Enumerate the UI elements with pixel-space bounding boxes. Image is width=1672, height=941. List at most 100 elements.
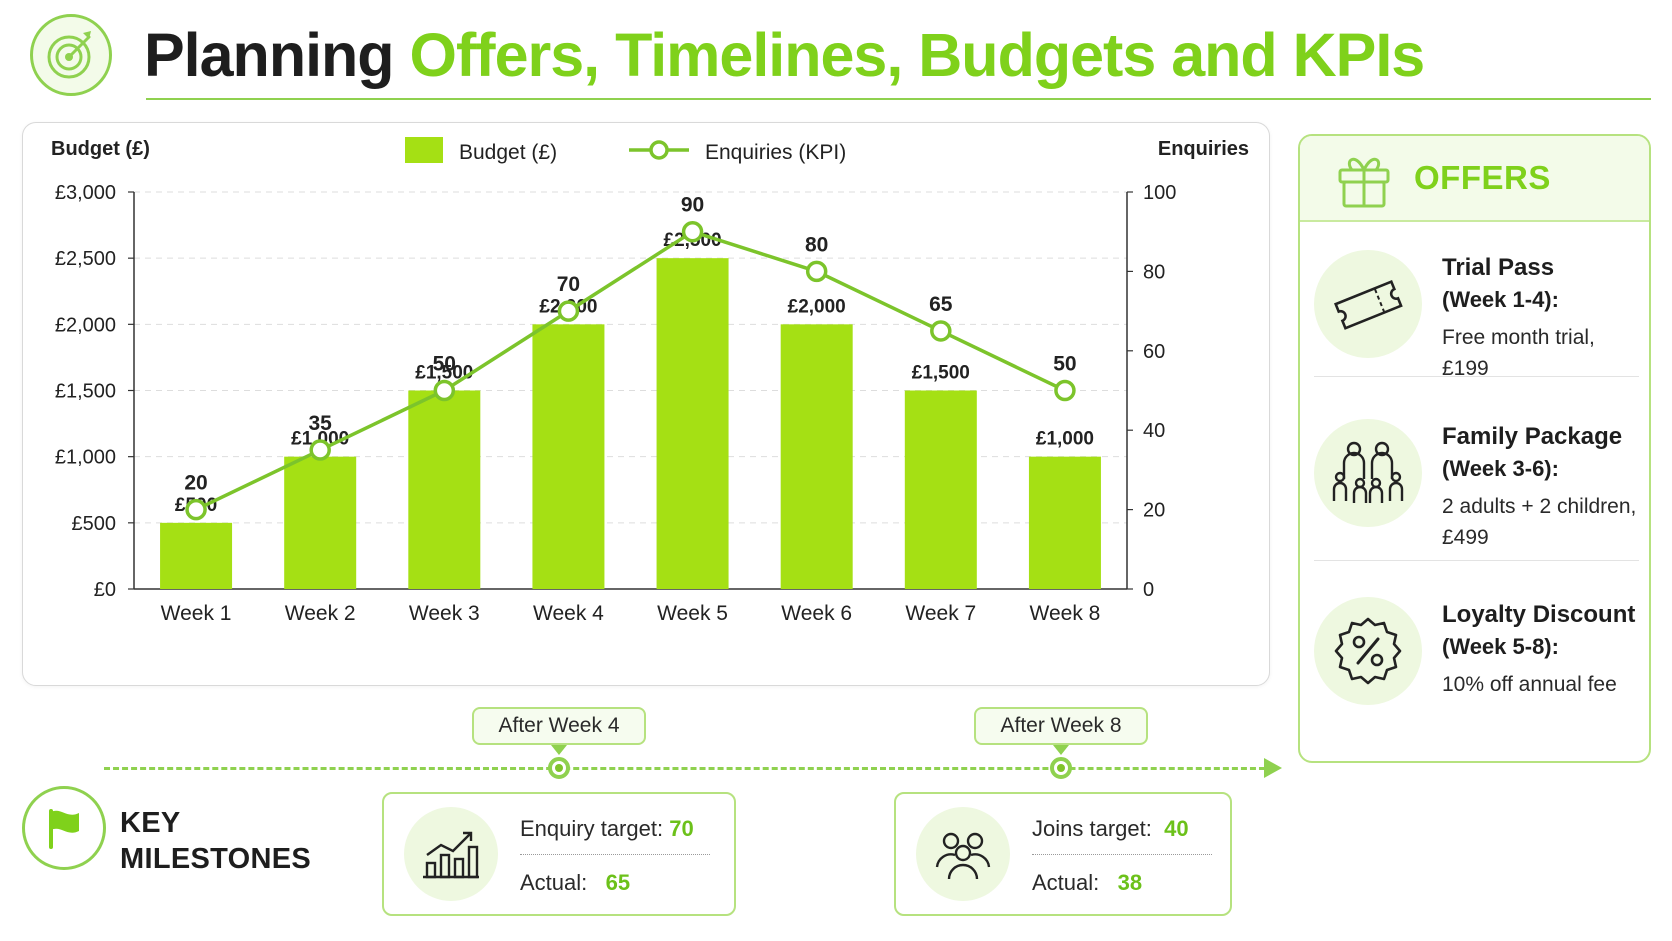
offer-desc: 2 adults + 2 children, £499 (1442, 495, 1637, 549)
y2-tick-label: 60 (1143, 341, 1165, 363)
bar-value-label: £2,000 (788, 296, 846, 317)
bar-week-8 (1028, 456, 1101, 589)
milestone-tag-week4: After Week 4 (472, 707, 646, 745)
actual-label: Actual: (1032, 870, 1100, 895)
y-tick-label: £2,500 (55, 248, 116, 270)
y-tick-label: £500 (72, 513, 117, 535)
x-tick-label: Week 7 (905, 602, 976, 625)
y2-tick-label: 100 (1143, 182, 1176, 204)
enquiries-value-label: 80 (805, 233, 828, 256)
y2-tick-label: 20 (1143, 500, 1165, 522)
enquiries-value-label: 50 (433, 353, 456, 376)
target-label: Joins target: (1032, 816, 1152, 841)
offer-family-package: Family Package (Week 3-6): 2 adults + 2 … (1300, 409, 1649, 579)
ticket-icon (1314, 250, 1422, 358)
enquiries-point (433, 379, 456, 402)
enquiries-value-label: 70 (557, 273, 580, 296)
offers-panel: OFFERS Trial Pass (Week 1-4): Free month… (1298, 134, 1651, 763)
bar-week-2 (284, 456, 357, 589)
offer-title: Trial Pass (1442, 254, 1555, 281)
y2-tick-label: 40 (1143, 420, 1165, 442)
actual-label: Actual: (520, 870, 588, 895)
bar-value-label: £1,500 (415, 363, 473, 384)
joins-target-row: Joins target: 40 (1032, 816, 1189, 842)
bar-week-4 (532, 324, 605, 589)
offer-title: Family Package (1442, 423, 1623, 450)
key-milestones-label: KEY MILESTONES (120, 805, 311, 877)
actual-value: 38 (1117, 870, 1143, 895)
key-milestones-line1: KEY (120, 807, 181, 839)
y-tick-label: £2,000 (55, 314, 116, 336)
group-icon (916, 807, 1010, 901)
page-title: Planning Offers, Timelines, Budgets and … (144, 20, 1426, 90)
milestone-card-joins: Joins target: 40 Actual: 38 (894, 792, 1232, 916)
title-divider (146, 98, 1651, 100)
y2-tick-label: 0 (1143, 579, 1154, 601)
enquiries-value-label: 50 (1053, 353, 1076, 376)
enquiries-value-label: 65 (929, 293, 953, 316)
milestone-timeline (104, 767, 1274, 770)
y-tick-label: £0 (94, 579, 116, 601)
enquiries-value-label: 90 (681, 194, 704, 217)
offer-loyalty-discount: Loyalty Discount (Week 5-8): 10% off ann… (1300, 587, 1649, 757)
chart-card: £0 £500 £1,000 £1,500 £2,000 £2,500 £3,000 0 20 4… (22, 122, 1270, 686)
family-icon (1314, 419, 1422, 527)
target-label: Enquiry target: (520, 816, 664, 841)
key-milestones-line2: MILESTONES (120, 843, 311, 875)
bar-week-3 (408, 390, 481, 589)
x-tick-label: Week 1 (161, 602, 232, 625)
offer-period: (Week 5-8): (1442, 634, 1559, 659)
x-tick-label: Week 5 (657, 602, 728, 625)
bar-week-7 (904, 390, 977, 589)
bar-week-1 (160, 522, 233, 589)
gift-icon (1338, 157, 1390, 208)
y2-axis-title: Enquiries (1158, 138, 1249, 160)
x-tick-label: Week 8 (1030, 602, 1101, 625)
y-tick-label: £3,000 (55, 182, 116, 204)
discount-icon (1314, 597, 1422, 705)
y2-tick-label: 80 (1143, 261, 1165, 283)
milestone-node (1050, 757, 1072, 779)
legend-line-marker (649, 140, 669, 160)
row-divider (1032, 854, 1212, 855)
y-tick-label: £1,500 (55, 381, 116, 403)
enquiry-target-row: Enquiry target: 70 (520, 816, 694, 842)
offer-period: (Week 3-6): (1442, 456, 1559, 481)
combo-chart: £0 £500 £1,000 £1,500 £2,000 £2,500 £3,000 0 20 4… (51, 137, 1249, 625)
enquiries-point (309, 439, 331, 461)
legend-bar-label: Budget (£) (459, 141, 557, 164)
x-tick-label: Week 2 (285, 602, 356, 625)
offer-divider (1314, 560, 1639, 561)
offer-period: (Week 1-4): (1442, 287, 1559, 312)
offers-header: OFFERS (1300, 136, 1649, 222)
actual-value: 65 (605, 870, 631, 895)
x-tick-label: Week 4 (533, 602, 604, 625)
title-green-part: Offers, Timelines, Budgets and KPIs (409, 21, 1426, 89)
bar-value-label: £1,500 (912, 363, 970, 384)
x-tick-label: Week 6 (781, 602, 852, 625)
y-tick-label: £1,000 (55, 447, 116, 469)
tag-pointer-icon (551, 745, 567, 755)
enquiries-point (185, 498, 207, 521)
offer-desc: Free month trial, £199 (1442, 326, 1595, 380)
enquiries-point (1054, 379, 1076, 402)
y-axis-title: Budget (£) (51, 138, 150, 160)
enquiries-point (930, 320, 952, 342)
x-tick-label: Week 3 (409, 602, 480, 625)
row-divider (520, 854, 710, 855)
legend-line-label: Enquiries (KPI) (705, 141, 846, 164)
tag-pointer-icon (1053, 745, 1069, 755)
timeline-arrow-icon (1264, 758, 1282, 778)
milestone-node (548, 757, 570, 779)
enquiries-value-label: 35 (309, 412, 333, 435)
bar-value-label: £1,000 (1036, 429, 1094, 450)
milestone-card-enquiries: Enquiry target: 70 Actual: 65 (382, 792, 736, 916)
enquiries-point (557, 300, 580, 322)
offer-divider (1314, 376, 1639, 377)
enquiries-value-label: 20 (184, 472, 207, 495)
milestone-tag-week8: After Week 8 (974, 707, 1148, 745)
title-dark-part: Planning (144, 21, 395, 89)
actual-row: Actual: 65 (520, 870, 630, 896)
offer-desc: 10% off annual fee (1442, 673, 1617, 696)
bar-week-5 (656, 258, 729, 589)
